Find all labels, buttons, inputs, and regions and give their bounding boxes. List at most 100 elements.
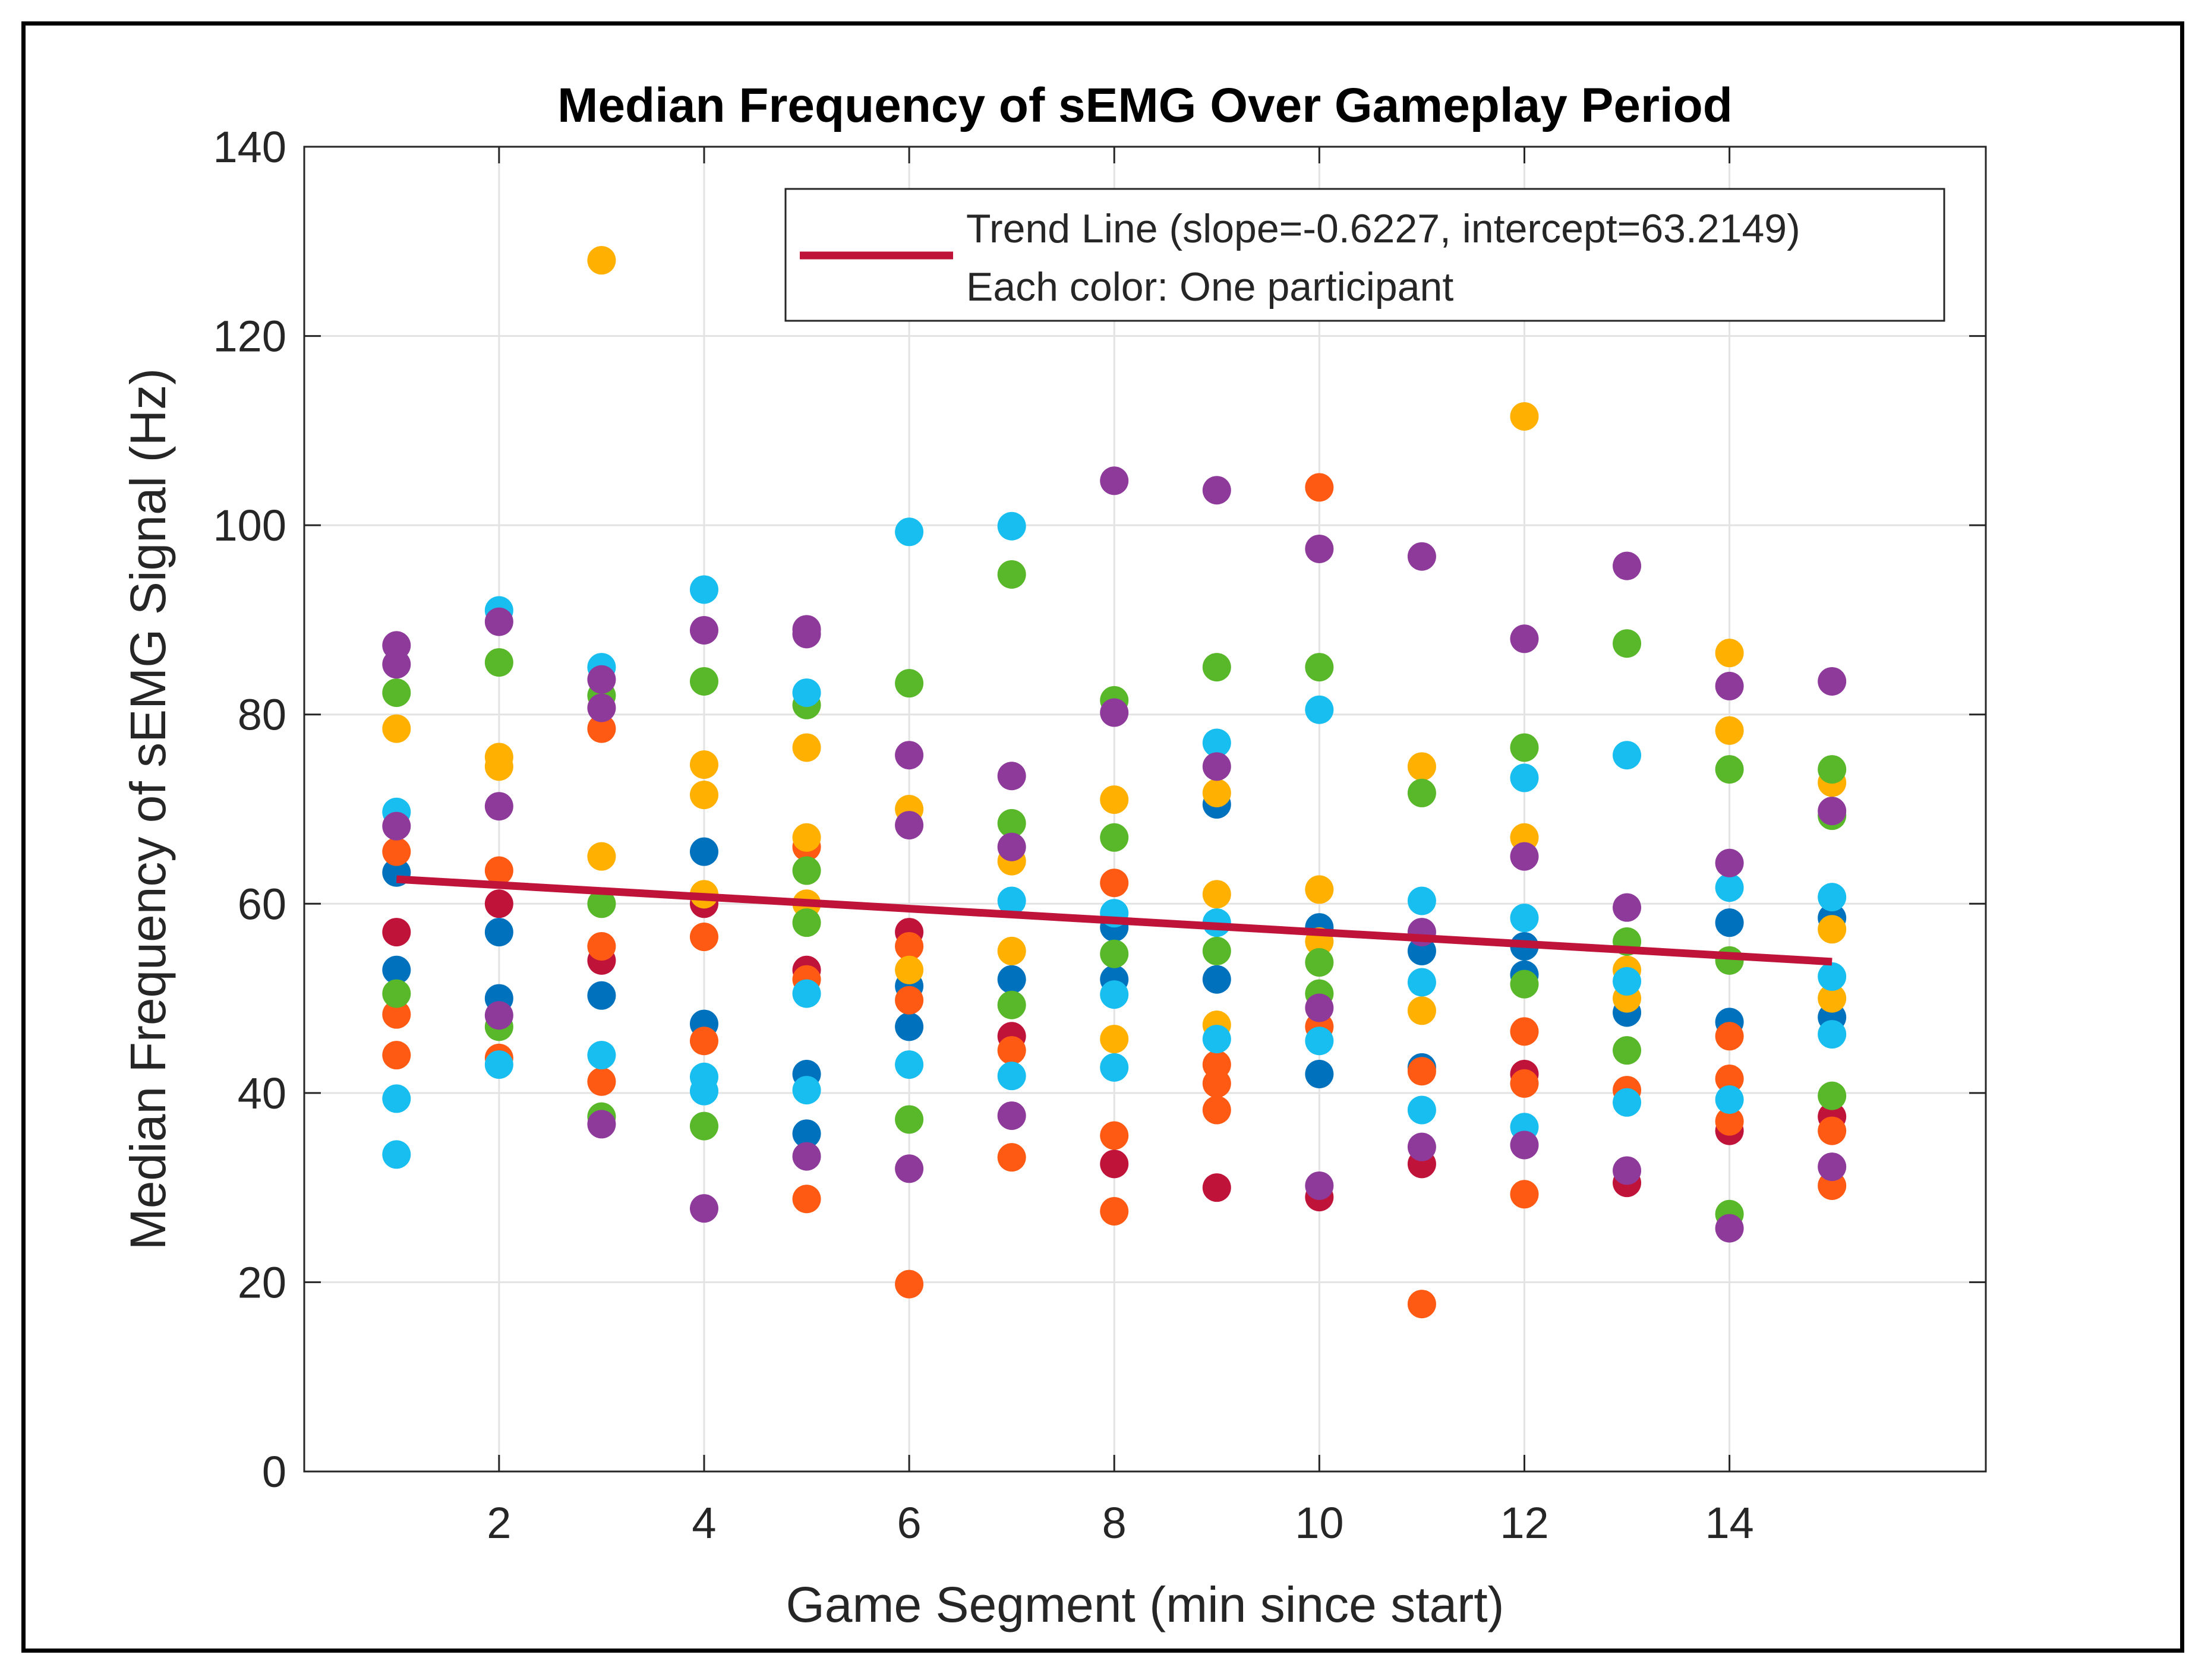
data-point (1818, 1116, 1847, 1145)
data-point (1407, 886, 1436, 915)
data-point (997, 936, 1026, 965)
data-point (1715, 1064, 1744, 1093)
data-point (895, 1154, 924, 1183)
data-point (1510, 733, 1539, 762)
data-point (689, 750, 718, 779)
data-point (1305, 1171, 1334, 1200)
x-tick-label: 10 (1295, 1498, 1343, 1548)
data-point (895, 517, 924, 547)
data-point (1202, 1069, 1231, 1098)
data-point (382, 1140, 411, 1169)
data-point (382, 714, 411, 743)
data-point (1100, 823, 1129, 852)
data-point (1510, 1069, 1539, 1098)
data-point (382, 1041, 411, 1070)
data-point (1407, 996, 1436, 1025)
data-point (1818, 915, 1847, 944)
x-tick-label: 12 (1500, 1498, 1548, 1548)
data-point (1100, 1121, 1129, 1150)
data-point (1202, 1025, 1231, 1054)
y-tick-label: 80 (238, 690, 286, 740)
data-point (1305, 948, 1334, 977)
data-point (1202, 778, 1231, 807)
data-point (1305, 653, 1334, 682)
data-point (689, 575, 718, 604)
data-point (382, 837, 411, 866)
data-point (1613, 1088, 1642, 1117)
data-point (1100, 1025, 1129, 1054)
grid-lines (304, 146, 1986, 1473)
data-point (1510, 402, 1539, 431)
data-point (1100, 939, 1129, 968)
y-tick-label: 60 (238, 879, 286, 929)
data-point (792, 1142, 821, 1171)
data-point (997, 965, 1026, 994)
data-point (689, 923, 718, 952)
y-axis-label: Median Frequency of sEMG Signal (Hz) (120, 368, 176, 1250)
data-point (895, 811, 924, 840)
data-point (997, 990, 1026, 1019)
data-point (792, 1119, 821, 1148)
data-point (1407, 1057, 1436, 1086)
data-point (1202, 965, 1231, 994)
data-point (1305, 1027, 1334, 1056)
data-point (1305, 1060, 1334, 1088)
data-point (382, 1000, 411, 1029)
data-point (792, 823, 821, 852)
data-point (1100, 1053, 1129, 1082)
x-axis-label: Game Segment (min since start) (786, 1577, 1504, 1632)
y-tick-label: 20 (238, 1258, 286, 1307)
x-tick-label: 6 (897, 1498, 922, 1548)
data-point (1510, 763, 1539, 792)
data-point (1715, 671, 1744, 700)
data-point (895, 1012, 924, 1041)
legend-trend-label: Trend Line (slope=-0.6227, intercept=63.… (966, 206, 1800, 251)
plot-area (303, 146, 1987, 1473)
trend-line (396, 875, 1832, 966)
data-point (587, 1110, 616, 1139)
data-point (689, 781, 718, 810)
data-point (1510, 624, 1539, 653)
data-point (1818, 1020, 1847, 1049)
data-point (587, 693, 616, 722)
data-point (792, 620, 821, 649)
data-point (1510, 1180, 1539, 1209)
data-point (997, 762, 1026, 791)
data-point (1202, 728, 1231, 757)
data-point (689, 615, 718, 645)
data-point (484, 752, 513, 781)
data-point (1407, 1132, 1436, 1161)
data-point (1100, 1196, 1129, 1226)
data-point (997, 1036, 1026, 1065)
data-point (1715, 639, 1744, 668)
data-point (792, 979, 821, 1008)
data-point (1305, 534, 1334, 563)
data-point (587, 714, 616, 743)
data-points (382, 246, 1847, 1319)
data-point (895, 1270, 924, 1299)
data-point (1715, 1214, 1744, 1243)
series-participant-3 (382, 473, 1847, 1319)
data-point (689, 1194, 718, 1223)
data-point (1818, 1152, 1847, 1182)
data-point (1100, 466, 1129, 495)
data-point (484, 648, 513, 677)
chart-title: Median Frequency of sEMG Over Gameplay P… (557, 78, 1733, 132)
x-tick-label: 2 (487, 1498, 511, 1548)
data-point (792, 1076, 821, 1105)
x-tick-label: 4 (692, 1498, 716, 1548)
y-tick-label: 40 (238, 1069, 286, 1118)
data-point (1613, 1036, 1642, 1065)
data-point (587, 889, 616, 918)
data-point (997, 886, 1026, 915)
data-point (1202, 653, 1231, 682)
data-point (1510, 1130, 1539, 1160)
data-point (792, 856, 821, 885)
data-point (382, 678, 411, 708)
data-point (587, 931, 616, 961)
data-point (792, 678, 821, 708)
data-point (587, 1041, 616, 1070)
y-tick-label: 120 (213, 312, 286, 361)
data-point (587, 842, 616, 871)
